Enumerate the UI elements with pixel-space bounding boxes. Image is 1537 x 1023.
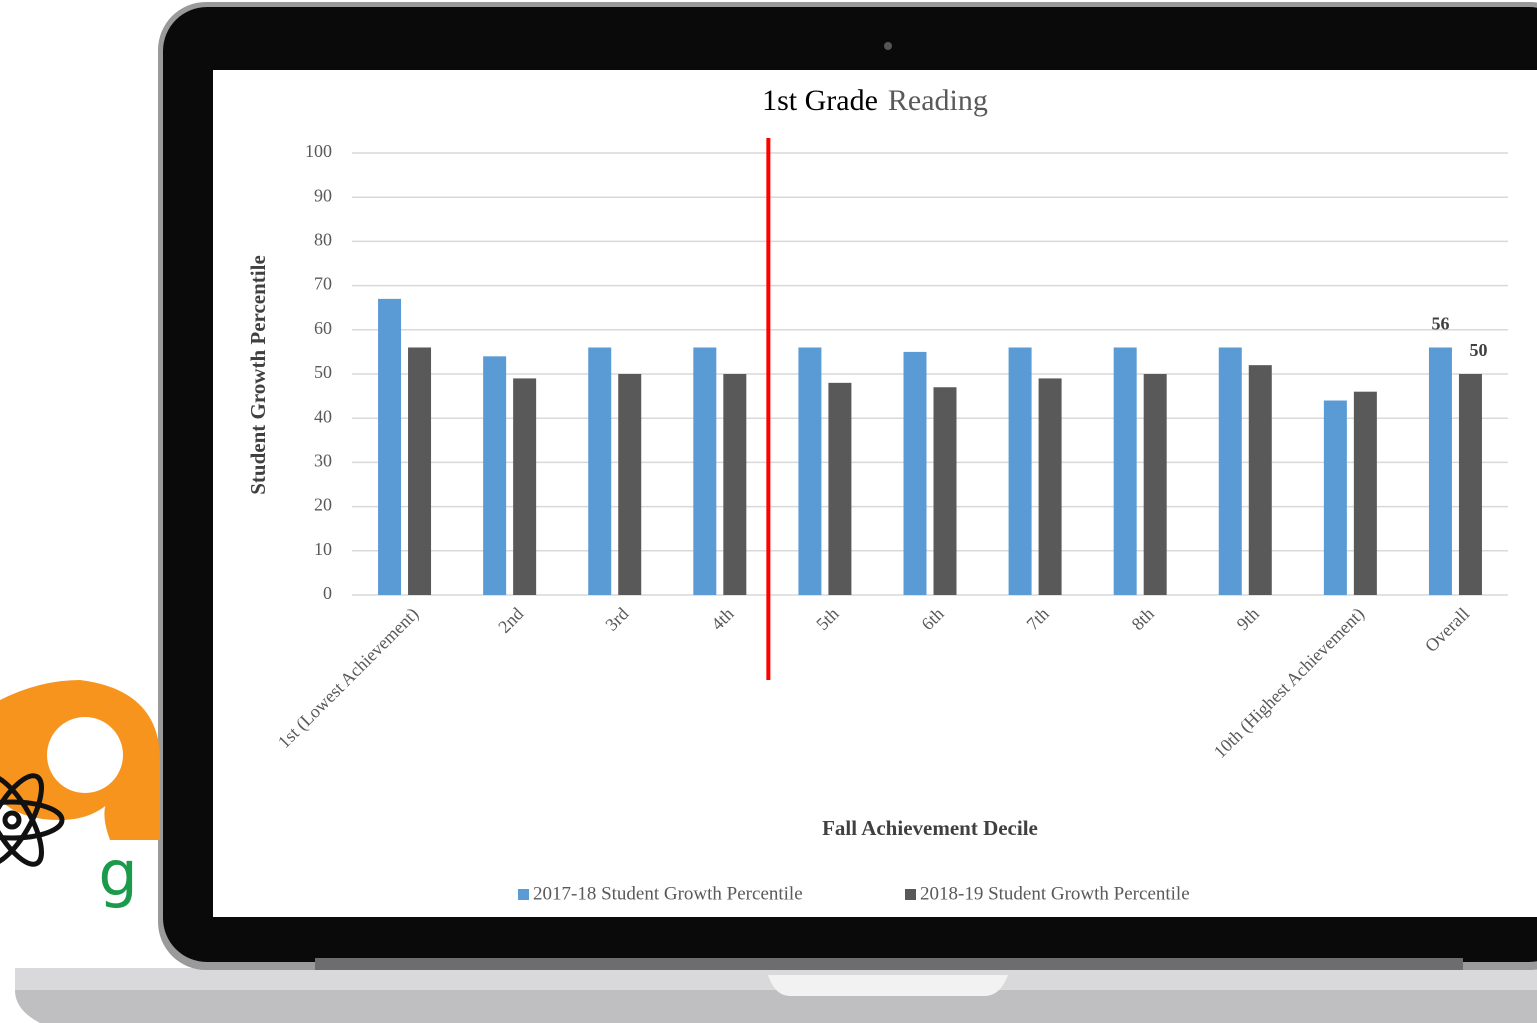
legend-swatch [905, 889, 916, 900]
data-label: 50 [1469, 340, 1487, 360]
x-axis-label: Fall Achievement Decile [822, 816, 1038, 840]
bar [1458, 374, 1482, 595]
y-tick-label: 20 [314, 495, 332, 515]
bar [1038, 378, 1062, 595]
bar [1218, 347, 1242, 595]
logo-q-hole [47, 717, 123, 793]
title-subject: Reading [888, 84, 988, 117]
camera [884, 42, 892, 50]
bar [378, 298, 402, 595]
y-tick-label: 70 [314, 274, 332, 294]
bar [903, 351, 927, 595]
y-tick-label: 0 [323, 583, 332, 603]
bar [1008, 347, 1032, 595]
bar [933, 387, 957, 595]
laptop-notch [768, 975, 1008, 996]
bar [1143, 374, 1167, 595]
bar [1323, 400, 1347, 595]
bar [1248, 365, 1272, 595]
logo-g: g [98, 837, 137, 910]
bar [513, 378, 537, 595]
bar [408, 347, 432, 595]
y-tick-label: 10 [314, 539, 332, 559]
y-axis-label: Student Growth Percentile [246, 255, 270, 495]
y-tick-label: 80 [314, 230, 332, 250]
legend-swatch [518, 889, 529, 900]
y-tick-label: 50 [314, 362, 332, 382]
legend-label: 2017-18 Student Growth Percentile [533, 883, 803, 904]
bar [1428, 347, 1452, 595]
bar [483, 356, 507, 595]
laptop-base-edge [15, 990, 1537, 1023]
laptop-hinge [315, 958, 1463, 970]
title-main: 1st Grade [762, 84, 878, 117]
chart-title: 1st Grade Reading [762, 84, 988, 117]
data-label: 56 [1431, 314, 1449, 334]
y-tick-label: 40 [314, 406, 332, 426]
bar [828, 382, 852, 595]
bar [798, 347, 822, 595]
bar [1353, 391, 1377, 595]
y-tick-label: 30 [314, 451, 332, 471]
bar [723, 374, 747, 595]
bar [618, 374, 642, 595]
y-tick-label: 100 [305, 141, 332, 161]
legend-label: 2018-19 Student Growth Percentile [920, 883, 1190, 904]
screen [213, 70, 1537, 917]
bar [1113, 347, 1137, 595]
bar [693, 347, 717, 595]
y-tick-label: 90 [314, 185, 332, 205]
bar [588, 347, 612, 595]
logo-atom [0, 773, 65, 867]
y-tick-label: 60 [314, 318, 332, 338]
